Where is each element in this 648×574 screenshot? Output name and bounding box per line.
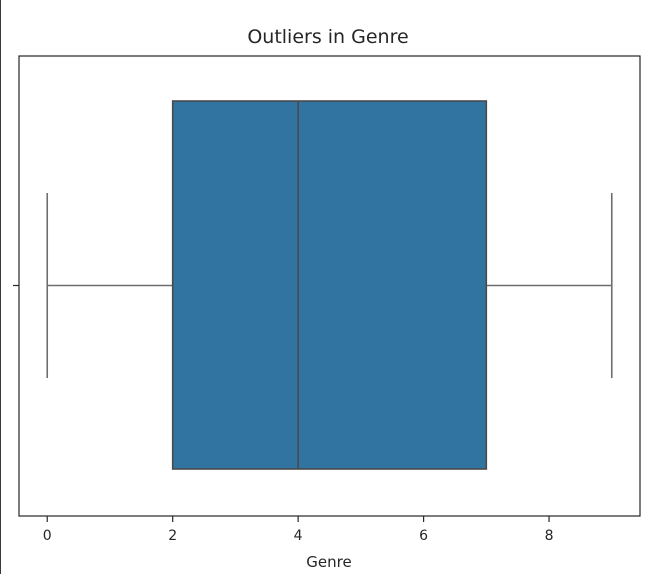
chart-title: Outliers in Genre <box>247 26 408 48</box>
x-axis-label: Genre <box>306 553 351 571</box>
x-tick-label: 2 <box>168 528 177 544</box>
iqr-box <box>171 100 488 470</box>
x-tick-label: 8 <box>545 528 554 544</box>
x-tick-label: 4 <box>294 528 303 544</box>
x-tick-label: 0 <box>43 528 52 544</box>
plot-area: 0 2 4 6 8 <box>13 55 641 544</box>
x-tick-label: 6 <box>419 528 428 544</box>
figure-left-border <box>0 0 1 574</box>
